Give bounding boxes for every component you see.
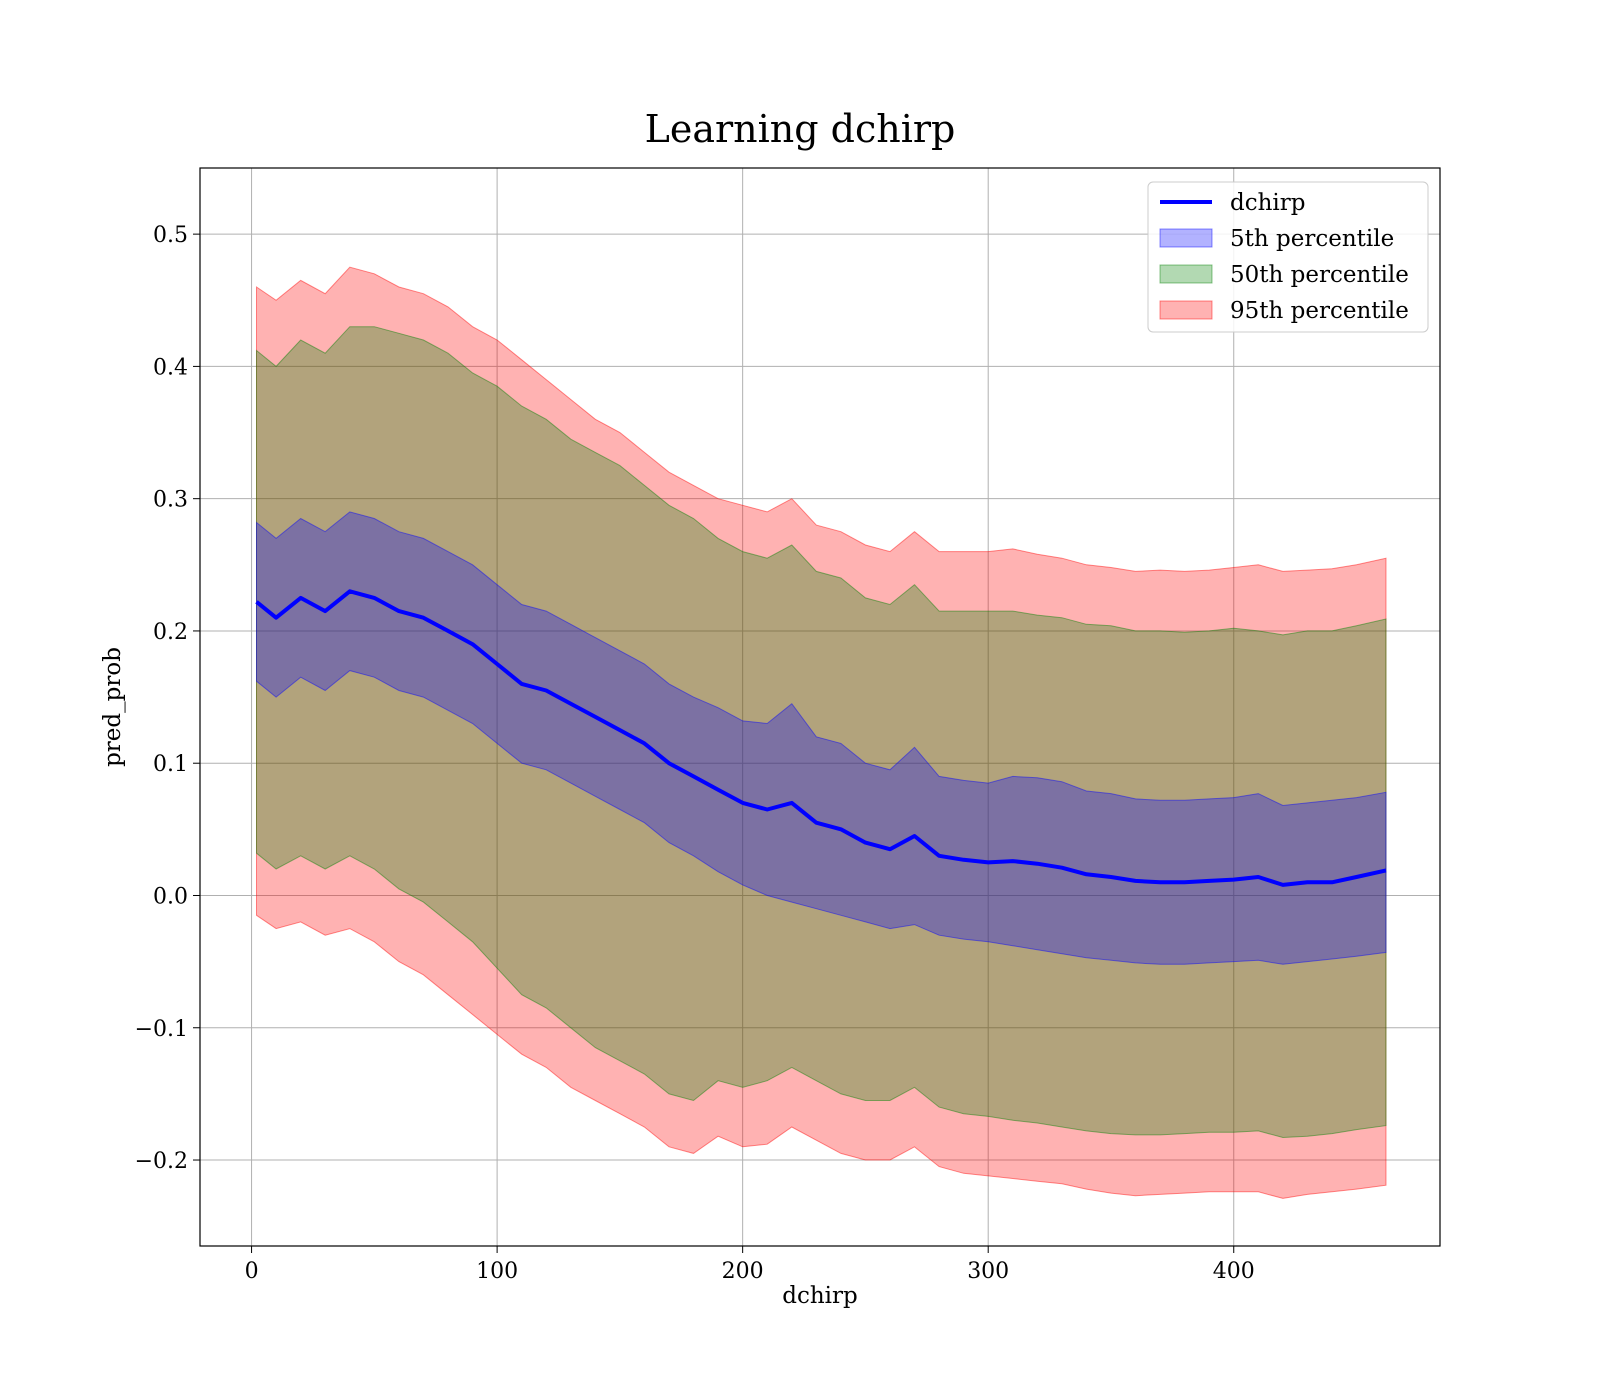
y-tick-label: −0.1 (135, 1017, 188, 1042)
band-50th (256, 326, 1387, 1139)
plot-frame (199, 167, 1441, 1247)
legend-label: dchirp (1230, 190, 1306, 216)
x-tick-label: 100 (476, 1259, 518, 1284)
legend-swatch-band (1159, 228, 1213, 248)
y-tick-label: 0.2 (153, 620, 188, 645)
legend: dchirp 5th percentile 50th percentile 95th … (1147, 181, 1429, 333)
x-tick-label: 300 (967, 1259, 1009, 1284)
band-5th (256, 511, 1387, 965)
legend-swatch-band (1159, 300, 1213, 320)
grid (200, 168, 1440, 1246)
y-tick-label: 0.0 (153, 884, 188, 909)
y-tick-label: −0.2 (135, 1149, 188, 1174)
x-axis-label: dchirp (782, 1283, 858, 1309)
legend-box (1147, 181, 1429, 333)
band-95th (256, 266, 1387, 1199)
y-axis-label: pred_prob (100, 647, 126, 767)
legend-label: 5th percentile (1230, 226, 1394, 252)
y-tick-label: 0.5 (153, 223, 188, 248)
x-tick-label: 0 (245, 1259, 259, 1284)
legend-label: 95th percentile (1230, 298, 1409, 324)
y-tick-label: 0.1 (153, 752, 188, 777)
y-axis-ticks: −0.2 −0.1 0.0 0.1 0.2 0.3 0.4 0.5 (135, 223, 200, 1174)
chart-title: Learning dchirp (645, 107, 956, 151)
x-tick-label: 400 (1213, 1259, 1255, 1284)
y-tick-label: 0.3 (153, 488, 188, 513)
bands (256, 266, 1387, 1199)
x-axis-ticks: 0 100 200 300 400 (245, 1246, 1255, 1284)
x-tick-label: 200 (722, 1259, 764, 1284)
y-tick-label: 0.4 (153, 355, 188, 380)
series-line-dchirp (255, 589, 1387, 887)
legend-label: 50th percentile (1230, 262, 1409, 288)
lines (255, 589, 1387, 887)
legend-swatch-band (1159, 264, 1213, 284)
